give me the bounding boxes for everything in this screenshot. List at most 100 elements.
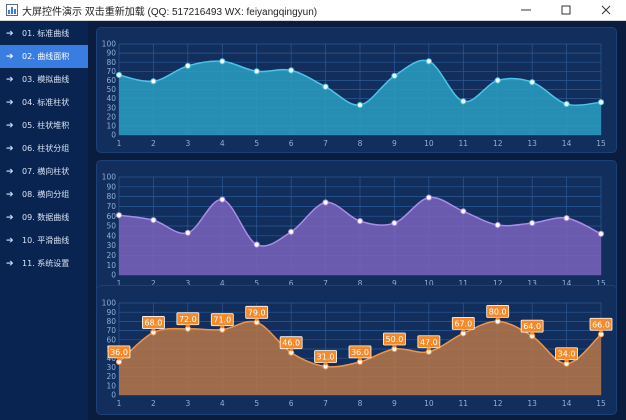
x-tick-label: 7 (323, 399, 328, 408)
x-tick-label: 10 (424, 399, 434, 408)
x-tick-label: 2 (151, 139, 156, 148)
sidebar-item-3[interactable]: ➔ 03. 模拟曲线 (0, 68, 88, 91)
data-label: 80.0 (489, 307, 507, 316)
minimize-icon (521, 9, 531, 11)
x-tick-label: 8 (358, 139, 363, 148)
arrow-right-icon: ➔ (6, 235, 14, 246)
data-point (288, 228, 295, 235)
data-point (563, 100, 570, 108)
y-tick-label: 80 (106, 58, 116, 67)
y-tick-label: 90 (106, 182, 116, 191)
x-tick-label: 9 (392, 279, 397, 288)
sidebar-item-8[interactable]: ➔ 08. 横向分组 (0, 183, 88, 206)
data-point (115, 71, 123, 79)
y-tick-label: 40 (106, 231, 116, 240)
sidebar-item-2[interactable]: ➔ 02. 曲线面积 (0, 45, 88, 68)
data-point (425, 58, 432, 65)
data-label-box (486, 304, 510, 318)
data-point (150, 217, 157, 224)
y-tick-label: 90 (106, 308, 116, 317)
data-point (597, 230, 605, 237)
sidebar-item-4[interactable]: ➔ 04. 标准柱状 (0, 91, 88, 114)
data-point (184, 62, 191, 69)
arrow-right-icon: ➔ (6, 120, 14, 131)
y-tick-label: 20 (106, 251, 116, 260)
sidebar-item-label: 07. 横向柱状 (22, 167, 70, 176)
data-label-pointer (529, 332, 536, 336)
data-point (184, 229, 191, 236)
data-point (356, 101, 364, 109)
y-tick-label: 50 (106, 85, 116, 94)
x-tick-label: 1 (117, 399, 122, 408)
y-tick-label: 10 (106, 261, 116, 270)
data-point (425, 194, 432, 201)
x-tick-label: 14 (562, 139, 572, 148)
x-tick-label: 15 (596, 399, 606, 408)
y-tick-label: 0 (111, 391, 116, 400)
maximize-button[interactable] (546, 0, 586, 20)
sidebar-item-5[interactable]: ➔ 05. 柱状堆积 (0, 114, 88, 137)
chart-panel-2: 0 10 20 30 40 50 60 70 80 90 100 1 2 3 4 5 6 7 8 9 10 11 12 13 1… (96, 160, 617, 295)
sidebar-item-6[interactable]: ➔ 06. 柱状分组 (0, 137, 88, 160)
y-tick-label: 30 (106, 241, 116, 250)
y-tick-label: 70 (106, 326, 116, 335)
data-label-pointer (219, 325, 226, 329)
data-point (597, 99, 605, 106)
sidebar-item-10[interactable]: ➔ 10. 平滑曲线 (0, 229, 88, 252)
data-point (288, 67, 295, 74)
x-tick-label: 9 (392, 139, 397, 148)
data-point (253, 68, 260, 75)
y-tick-label: 70 (106, 202, 116, 211)
y-tick-label: 40 (106, 354, 116, 363)
data-label-pointer (288, 348, 295, 352)
arrow-right-icon: ➔ (6, 189, 14, 200)
y-tick-label: 100 (102, 299, 117, 308)
x-tick-label: 4 (220, 399, 225, 408)
x-tick-label: 13 (527, 399, 537, 408)
y-tick-label: 100 (102, 173, 117, 182)
data-point (460, 208, 467, 215)
sidebar-item-label: 05. 柱状堆积 (22, 121, 70, 130)
data-point (219, 196, 226, 203)
x-tick-label: 14 (562, 399, 572, 408)
x-tick-label: 10 (424, 279, 434, 288)
sidebar-item-11[interactable]: ➔ 11. 系统设置 (0, 252, 88, 275)
sidebar-item-1[interactable]: ➔ 01. 标准曲线 (0, 22, 88, 45)
data-label: 71.0 (213, 316, 231, 325)
x-tick-label: 4 (220, 279, 225, 288)
x-tick-label: 15 (596, 279, 606, 288)
data-label-box (451, 316, 475, 330)
sidebar-nav: ➔ 01. 标准曲线 ➔ 02. 曲线面积 ➔ 03. 模拟曲线 ➔ 04. 标准柱状 ➔ 05.… (0, 21, 88, 420)
x-tick-label: 3 (185, 399, 190, 408)
y-tick-label: 90 (106, 49, 116, 58)
data-point (253, 241, 260, 248)
data-label: 31.0 (317, 352, 335, 361)
data-point (494, 77, 501, 84)
sidebar-item-7[interactable]: ➔ 07. 横向柱状 (0, 160, 88, 183)
sidebar-item-label: 06. 柱状分组 (22, 144, 70, 153)
y-tick-label: 20 (106, 372, 116, 381)
data-label: 68.0 (145, 318, 163, 327)
data-point (322, 199, 329, 206)
data-label-pointer (253, 318, 260, 322)
y-tick-label: 0 (111, 271, 116, 280)
maximize-icon (561, 5, 571, 15)
arrow-right-icon: ➔ (6, 166, 14, 177)
x-tick-label: 11 (459, 139, 469, 148)
sidebar-item-label: 09. 数据曲线 (22, 213, 70, 222)
data-label-pointer (563, 359, 570, 363)
data-label: 64.0 (523, 322, 541, 331)
y-tick-label: 70 (106, 67, 116, 76)
data-point (529, 79, 536, 86)
data-point (529, 219, 536, 227)
arrow-right-icon: ➔ (6, 97, 14, 108)
x-tick-label: 2 (151, 279, 156, 288)
arrow-right-icon: ➔ (6, 74, 14, 85)
minimize-button[interactable] (506, 0, 546, 20)
sidebar-item-9[interactable]: ➔ 09. 数据曲线 (0, 206, 88, 229)
close-button[interactable] (586, 0, 626, 20)
data-label-pointer (184, 324, 191, 328)
data-label-pointer (391, 345, 398, 348)
